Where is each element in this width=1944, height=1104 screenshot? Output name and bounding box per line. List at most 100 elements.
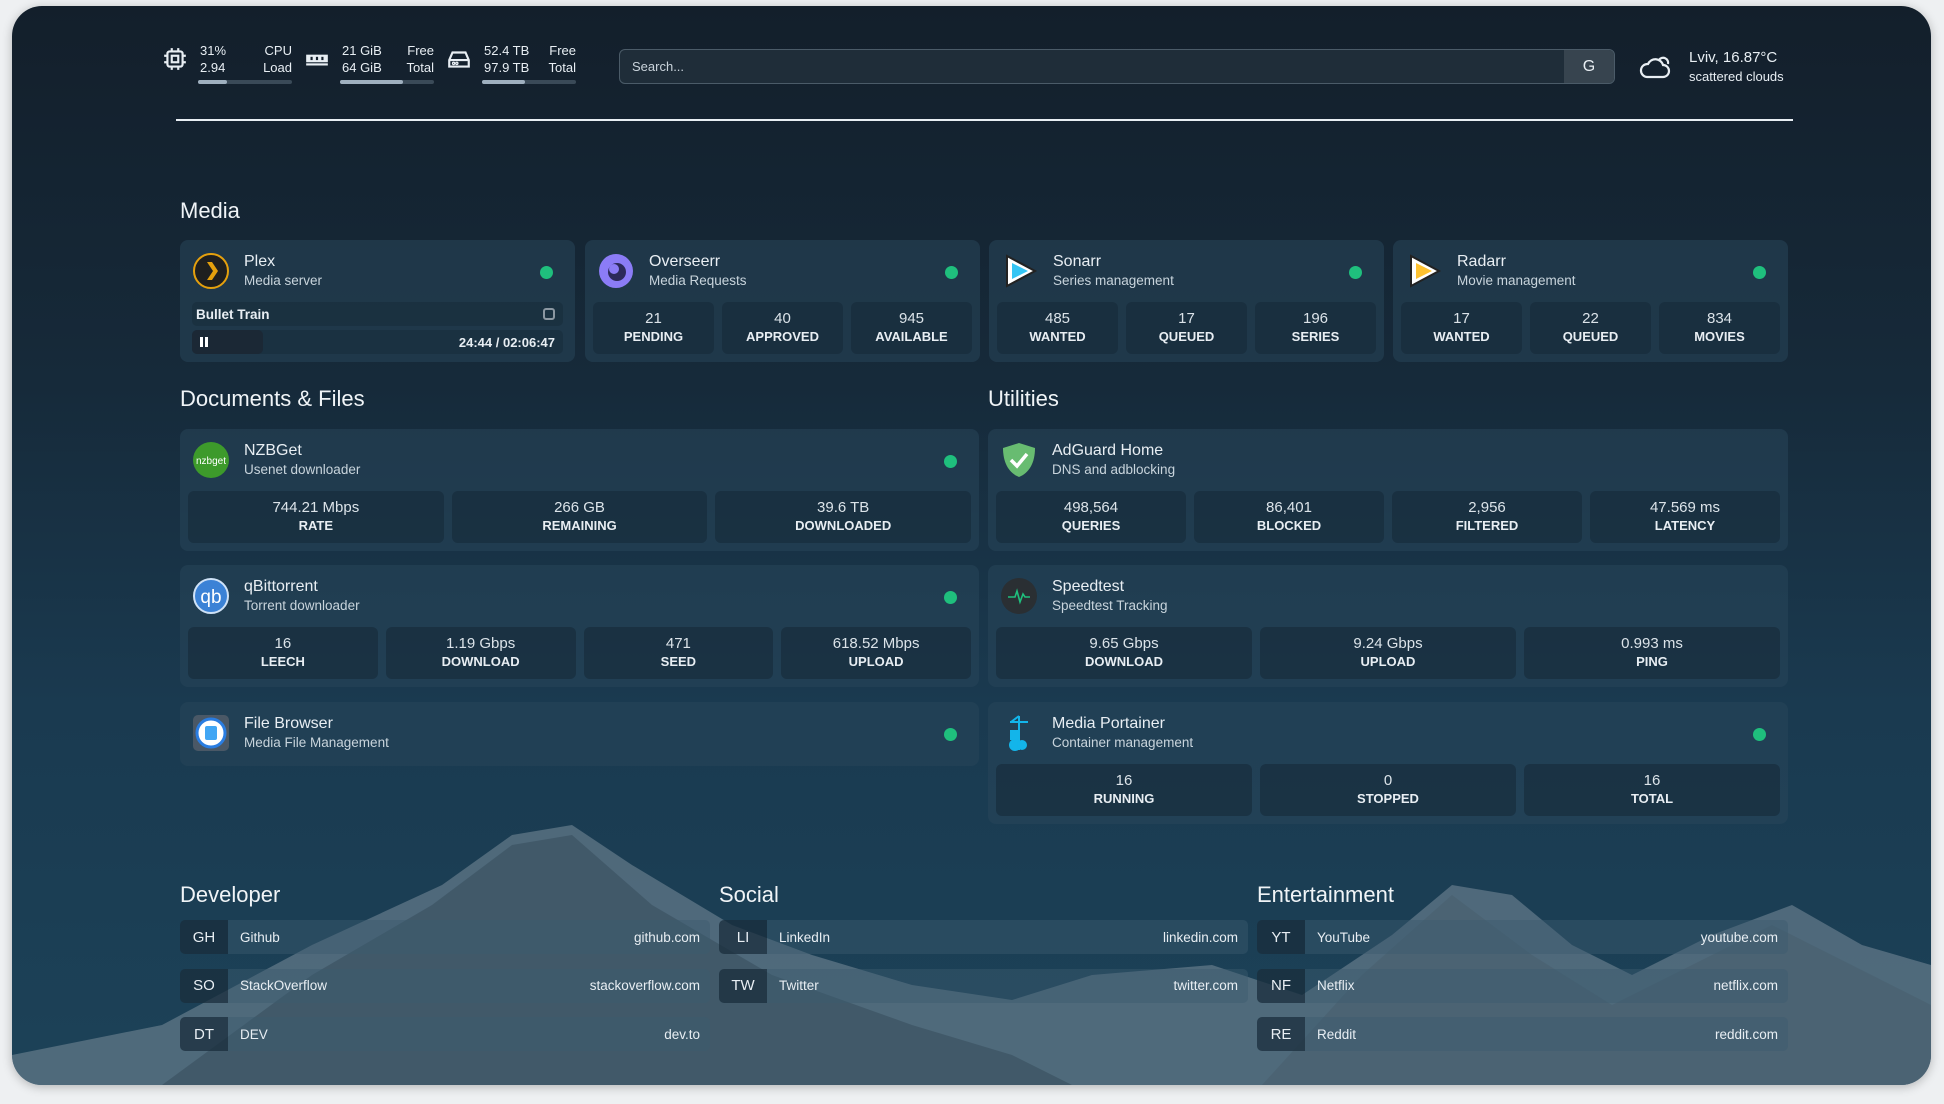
stat-value: 471	[665, 635, 691, 652]
link-body: Reddit reddit.com	[1305, 1017, 1788, 1051]
stat-label: Total	[1630, 791, 1674, 806]
stat-label: Ping	[1636, 654, 1668, 669]
memory-icon	[306, 54, 328, 66]
status-online-icon	[540, 266, 553, 279]
memory-widget: 21 GiB 64 GiB Free Total	[304, 42, 434, 84]
stat-downloaded: 39.6 TB Downloaded	[715, 491, 972, 543]
weather-widget: Lviv, 16.87°C scattered clouds	[1639, 48, 1784, 86]
stat-value: 40	[774, 310, 791, 327]
status-online-icon	[1753, 728, 1766, 741]
stat-label: Download	[441, 654, 520, 669]
stream-info-icon[interactable]	[543, 308, 555, 320]
link-dev[interactable]: DT DEV dev.to	[180, 1017, 710, 1051]
link-url: dev.to	[664, 1026, 700, 1042]
link-url: reddit.com	[1714, 1026, 1778, 1042]
adguard-card[interactable]: AdGuard Home DNS and adblocking 498,564 Que…	[988, 429, 1788, 551]
adguard-description: DNS and adblocking	[1052, 462, 1176, 477]
stat-value: 485	[1044, 310, 1071, 327]
sonarr-description: Series management	[1053, 273, 1174, 288]
status-online-icon	[944, 728, 957, 741]
search-bar: G	[619, 49, 1615, 84]
dashboard-window: Media Plex Media server Bullet Train 24:44 /…	[12, 6, 1931, 1085]
section-heading-utilities: Utilities	[988, 386, 1059, 411]
overseerr-card[interactable]: Overseerr Media Requests 21 Pending 40 Approv…	[585, 240, 980, 362]
stat-value: 196	[1302, 310, 1329, 327]
plex-card[interactable]: Plex Media server Bullet Train 24:44 / 02:0…	[180, 240, 575, 362]
stat-label: Downloaded	[795, 518, 892, 533]
section-heading-developer: Developer	[180, 882, 281, 907]
memory-usage-bar	[340, 80, 434, 84]
stat-value: 9.65 Gbps	[1089, 635, 1159, 652]
stat-label: Pending	[623, 329, 684, 344]
stat-value: 498,564	[1063, 499, 1119, 516]
adguard-name: AdGuard Home	[1052, 442, 1164, 459]
stat-value: 21	[645, 310, 662, 327]
disk-total: 97.9 TB	[484, 60, 530, 75]
stat-value: 86,401	[1266, 499, 1312, 516]
link-netflix[interactable]: NF Netflix netflix.com	[1257, 968, 1788, 1003]
link-abbreviation: SO	[180, 968, 228, 1003]
stat-value: 945	[898, 310, 925, 327]
link-abbreviation: RE	[1257, 1017, 1305, 1051]
stat-label: Remaining	[542, 518, 617, 533]
stat-label: Approved	[746, 329, 819, 344]
qbittorrent-logo-icon: qb	[192, 577, 230, 615]
link-stackoverflow[interactable]: SO StackOverflow stackoverflow.com	[180, 968, 710, 1003]
link-twitter[interactable]: TW Twitter twitter.com	[719, 968, 1248, 1003]
stat-label: Seed	[660, 654, 697, 669]
cpu-load: 2.94	[200, 60, 226, 75]
stat-label: Blocked	[1256, 518, 1322, 533]
link-url: youtube.com	[1700, 929, 1778, 945]
stat-label: Stopped	[1357, 791, 1419, 806]
sonarr-card[interactable]: Sonarr Series management 485 Wanted 17 Queued…	[989, 240, 1384, 362]
disk-free: 52.4 TB	[484, 43, 530, 58]
link-body: Github github.com	[228, 920, 710, 954]
stat-label: Upload	[1360, 654, 1416, 669]
speedtest-header: Speedtest Speedtest Tracking	[1000, 577, 1168, 615]
link-body: YouTube youtube.com	[1305, 920, 1788, 954]
filebrowser-name: File Browser	[244, 715, 333, 732]
search-provider-button[interactable]: G	[1564, 50, 1614, 83]
radarr-stats: 17 Wanted 22 Queued 834 Movies	[1401, 302, 1780, 354]
portainer-card[interactable]: Media Portainer Container management 16 Run…	[988, 702, 1788, 824]
stat-label: Latency	[1654, 518, 1716, 533]
link-url: linkedin.com	[1162, 929, 1238, 945]
now-playing-title: Bullet Train	[196, 306, 270, 322]
speedtest-logo-icon	[1000, 577, 1038, 615]
stat-label: Queued	[1562, 329, 1619, 344]
search-input[interactable]	[620, 50, 1564, 83]
link-reddit[interactable]: RE Reddit reddit.com	[1257, 1017, 1788, 1051]
playback-progress[interactable]	[192, 330, 263, 354]
sonarr-stats: 485 Wanted 17 Queued 196 Series	[997, 302, 1376, 354]
filebrowser-card[interactable]: File Browser Media File Management	[180, 702, 979, 766]
link-linkedin[interactable]: LI LinkedIn linkedin.com	[719, 920, 1248, 954]
nzbget-card[interactable]: nzbget NZBGet Usenet downloader 744.21 Mbps…	[180, 429, 979, 551]
stat-download: 1.19 Gbps Download	[385, 627, 576, 679]
stat-label: Movies	[1694, 329, 1745, 344]
stat-movies: 834 Movies	[1659, 302, 1780, 354]
filebrowser-logo-icon	[192, 714, 230, 752]
radarr-card[interactable]: Radarr Movie management 17 Wanted 22 Queued 83…	[1393, 240, 1788, 362]
link-url: netflix.com	[1713, 978, 1778, 993]
sonarr-header: Sonarr Series management	[1001, 252, 1174, 290]
weather-location: Lviv, 16.87°C	[1689, 49, 1778, 66]
cpu-widget: 31% 2.94 CPU Load	[162, 42, 292, 84]
link-github[interactable]: GH Github github.com	[180, 920, 710, 954]
stat-value: 1.19 Gbps	[446, 635, 516, 652]
link-youtube[interactable]: YT YouTube youtube.com	[1257, 920, 1788, 954]
nzbget-description: Usenet downloader	[244, 462, 361, 477]
stat-available: 945 Available	[851, 302, 972, 354]
stat-wanted: 485 Wanted	[997, 302, 1118, 354]
overseerr-stats: 21 Pending 40 Approved 945 Available	[593, 302, 972, 354]
pause-icon[interactable]	[200, 337, 208, 347]
link-name: Github	[240, 929, 280, 945]
qbittorrent-stats: 16 Leech 1.19 Gbps Download 471 Seed 618.52 Mb…	[188, 627, 971, 679]
link-url: twitter.com	[1173, 978, 1238, 993]
portainer-logo-icon	[1000, 714, 1038, 752]
qbittorrent-card[interactable]: qb qBittorrent Torrent downloader 16 Leech 1.…	[180, 565, 979, 687]
speedtest-card[interactable]: Speedtest Speedtest Tracking 9.65 Gbps Down…	[988, 565, 1788, 687]
free-label: Free	[549, 43, 576, 58]
now-playing-row: Bullet Train	[192, 302, 563, 326]
radarr-description: Movie management	[1457, 273, 1576, 288]
total-label: Total	[406, 60, 434, 75]
